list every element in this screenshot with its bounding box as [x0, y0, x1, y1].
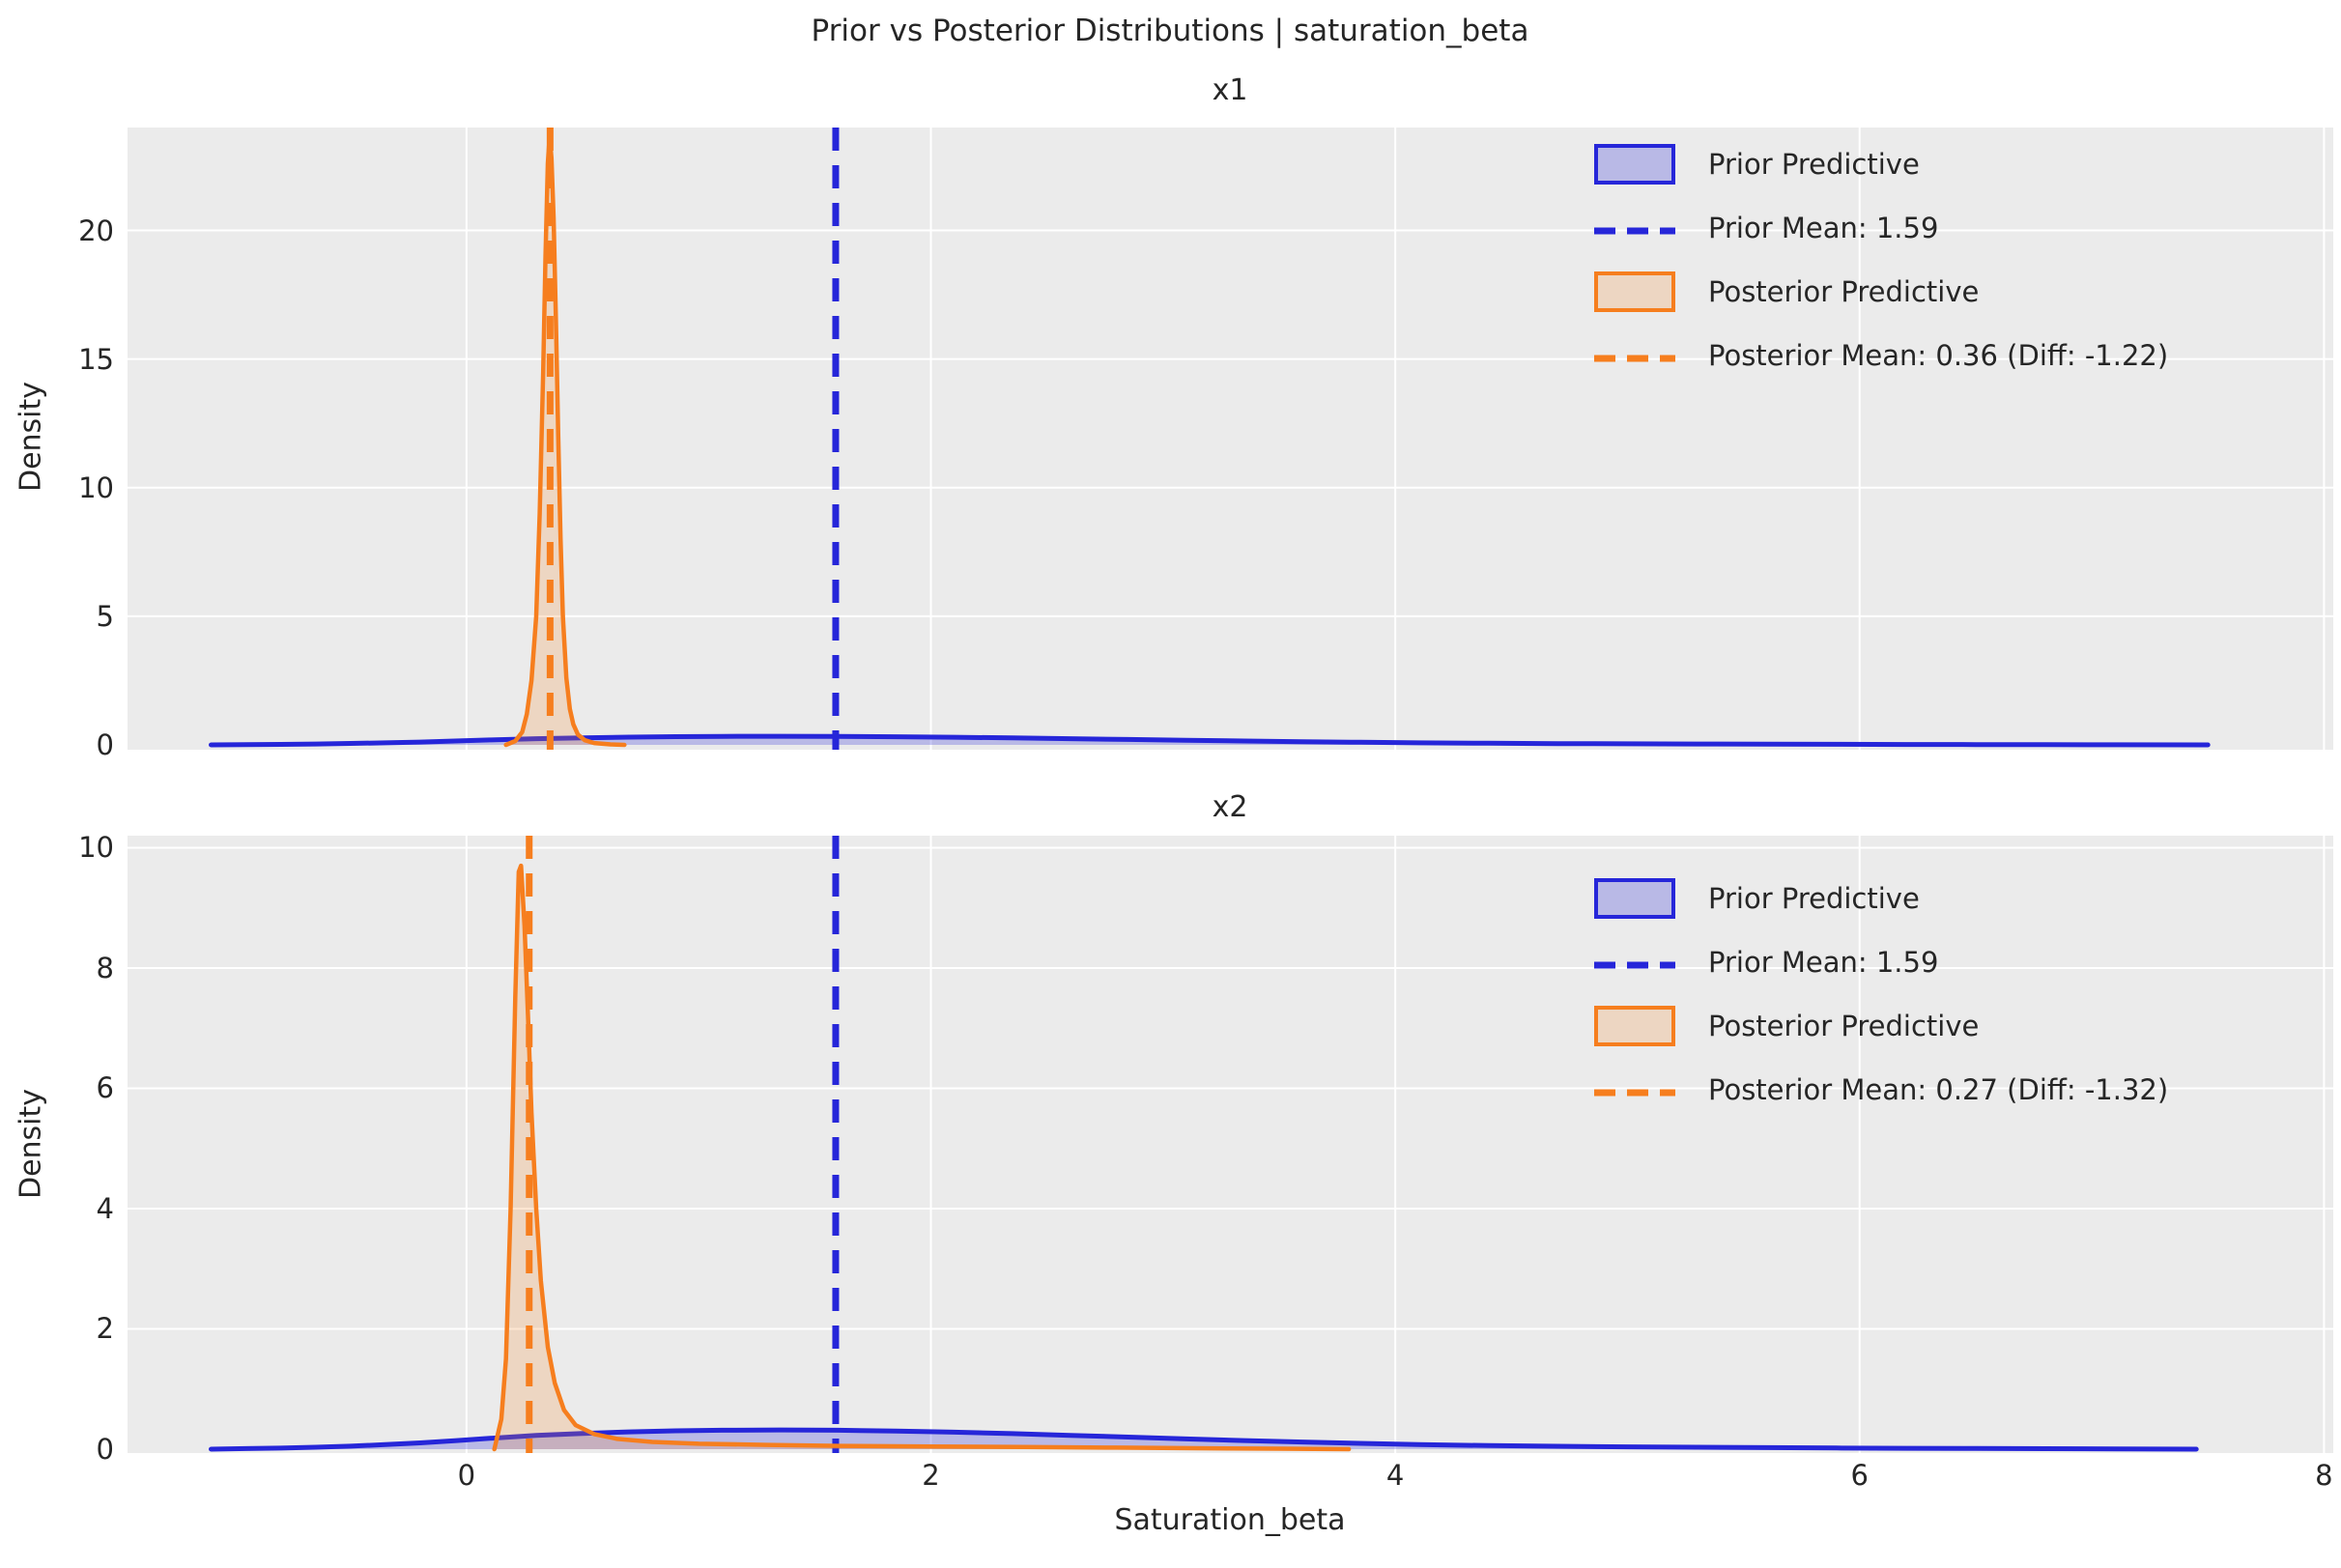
- figure-title: Prior vs Posterior Distributions | satur…: [811, 14, 1529, 48]
- plot-area-x2: [128, 836, 2333, 1453]
- dash-line-icon: [1594, 355, 1675, 362]
- legend-x1: Prior Predictive Prior Mean: 1.59 Posterio…: [1594, 132, 2168, 387]
- dash-line-icon: [1594, 1089, 1675, 1097]
- legend-patch-swatch-posterior: [1594, 1006, 1675, 1046]
- legend-label: Prior Mean: 1.59: [1708, 946, 1939, 979]
- x-axis-label: Saturation_beta: [1114, 1503, 1346, 1537]
- prior-curve: [209, 733, 2211, 748]
- y-tick-label: 0: [96, 728, 114, 761]
- posterior-curve: [503, 132, 627, 748]
- legend-row: Posterior Mean: 0.36 (Diff: -1.22): [1594, 324, 2168, 387]
- legend-label: Posterior Mean: 0.36 (Diff: -1.22): [1708, 339, 2169, 372]
- y-tick-label: 0: [96, 1433, 114, 1466]
- legend-label: Prior Mean: 1.59: [1708, 212, 1939, 244]
- legend-patch-swatch-prior: [1594, 144, 1675, 185]
- prior-curve: [209, 1427, 2199, 1452]
- y-tick-label: 10: [78, 831, 114, 865]
- legend-row: Posterior Mean: 0.27 (Diff: -1.32): [1594, 1058, 2168, 1122]
- legend-patch-swatch-prior: [1594, 878, 1675, 919]
- y-tick-label: 6: [96, 1071, 114, 1105]
- legend-label: Posterior Predictive: [1708, 1010, 1980, 1042]
- y-tick-label: 15: [78, 342, 114, 376]
- x-tick-label: 2: [922, 1459, 940, 1492]
- legend-dash-swatch-prior: [1594, 222, 1675, 235]
- legend-row: Prior Mean: 1.59: [1594, 196, 2168, 260]
- legend-x2: Prior Predictive Prior Mean: 1.59 Posterio…: [1594, 867, 2168, 1122]
- y-tick-label: 4: [96, 1191, 114, 1225]
- legend-dash-swatch-posterior: [1594, 350, 1675, 362]
- plot-svg-x2: [128, 836, 2333, 1453]
- plot-area-x1: [128, 128, 2333, 750]
- y-tick-label: 8: [96, 951, 114, 984]
- x-tick-label: 6: [1850, 1459, 1869, 1492]
- dash-line-icon: [1594, 227, 1675, 235]
- subplot-title-x1: x1: [1212, 73, 1248, 107]
- legend-label: Posterior Mean: 0.27 (Diff: -1.32): [1708, 1073, 2169, 1106]
- legend-label: Prior Predictive: [1708, 882, 1920, 915]
- y-tick-label: 20: [78, 214, 114, 247]
- x-tick-label: 8: [2315, 1459, 2333, 1492]
- dash-line-icon: [1594, 961, 1675, 969]
- legend-row: Posterior Predictive: [1594, 260, 2168, 324]
- legend-dash-swatch-prior: [1594, 956, 1675, 969]
- plot-svg-x1: [128, 128, 2333, 750]
- legend-label: Posterior Predictive: [1708, 275, 1980, 308]
- y-tick-label: 2: [96, 1312, 114, 1346]
- x-tick-label: 4: [1385, 1459, 1405, 1492]
- legend-dash-swatch-posterior: [1594, 1084, 1675, 1097]
- legend-row: Prior Predictive: [1594, 132, 2168, 196]
- legend-row: Prior Predictive: [1594, 867, 2168, 930]
- legend-row: Prior Mean: 1.59: [1594, 930, 2168, 994]
- posterior-curve: [492, 863, 1352, 1452]
- x-tick-label: 0: [457, 1459, 476, 1492]
- y-axis-label-x2: Density: [14, 1088, 48, 1200]
- y-tick-label: 5: [96, 599, 114, 633]
- subplot-title-x2: x2: [1212, 790, 1248, 824]
- legend-row: Posterior Predictive: [1594, 994, 2168, 1058]
- posterior-curve-fill: [494, 866, 1350, 1449]
- legend-label: Prior Predictive: [1708, 148, 1920, 181]
- y-tick-label: 10: [78, 470, 114, 504]
- legend-patch-swatch-posterior: [1594, 271, 1675, 312]
